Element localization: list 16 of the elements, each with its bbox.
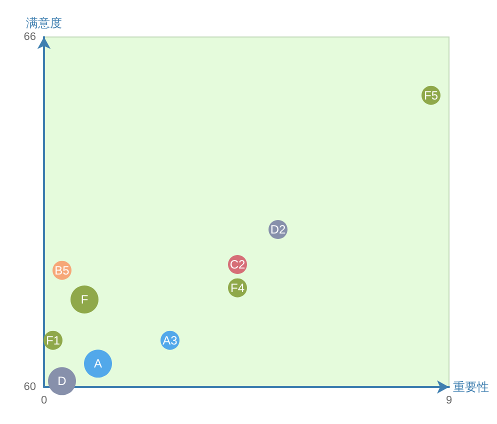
data-label: F [80, 292, 88, 306]
data-label: F5 [424, 88, 438, 102]
y-tick-label: 60 [24, 381, 36, 393]
y-axis-title: 满意度 [26, 16, 62, 30]
data-label: C2 [230, 258, 246, 272]
data-label: D [58, 374, 67, 388]
x-tick-label: 9 [446, 394, 452, 406]
x-tick-label: 0 [40, 394, 48, 406]
data-label: B5 [54, 263, 70, 278]
data-label: F4 [230, 280, 245, 295]
y-tick-label: 66 [24, 31, 36, 43]
data-label: D2 [270, 222, 286, 236]
data-label: F1 [46, 333, 60, 348]
x-axis-title: 重要性 [453, 380, 489, 394]
data-label: A [94, 356, 102, 371]
data-label: A3 [162, 333, 178, 348]
